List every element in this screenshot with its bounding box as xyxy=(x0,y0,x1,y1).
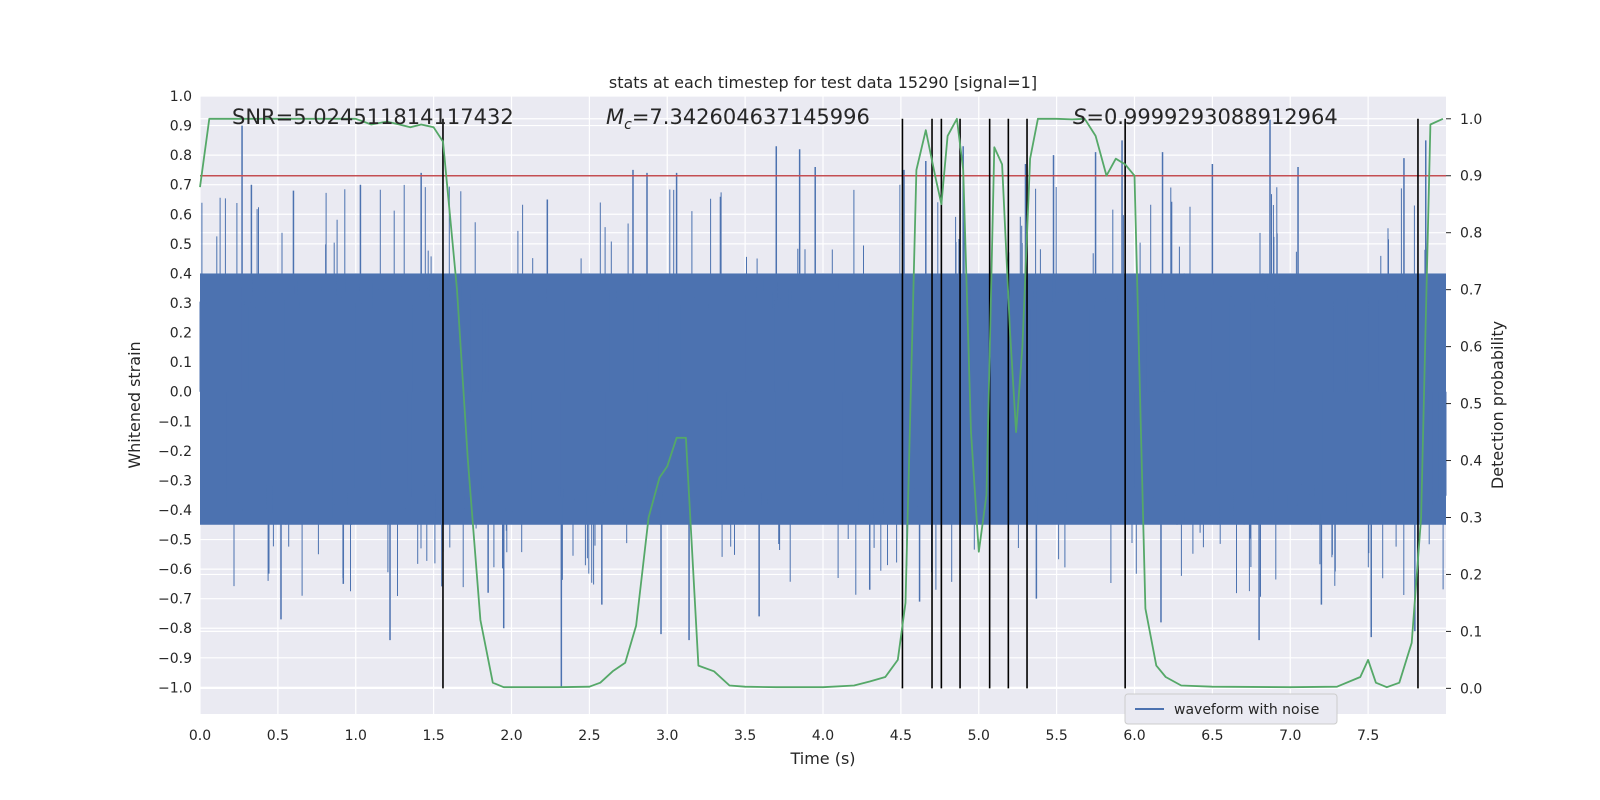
chirp-mass-annotation: Mc=7.342604637145996 xyxy=(606,105,870,133)
legend-label: waveform with noise xyxy=(1174,702,1319,718)
chirp-mass-value: =7.342604637145996 xyxy=(632,105,870,129)
y2-tick-label: 0.2 xyxy=(1460,567,1482,583)
x-tick-label: 3.5 xyxy=(734,728,756,744)
y-tick-label: −0.2 xyxy=(158,444,192,460)
y-tick-label: 0.9 xyxy=(170,119,192,135)
x-tick-label: 6.0 xyxy=(1123,728,1145,744)
y2-tick-label: 0.0 xyxy=(1460,681,1482,697)
y-tick-label: 0.1 xyxy=(170,355,192,371)
strain-noise xyxy=(199,184,1447,597)
y-tick-label: −0.9 xyxy=(158,651,192,667)
y-tick-label: −0.5 xyxy=(158,533,192,549)
x-tick-label: 2.5 xyxy=(578,728,600,744)
y2-tick-label: 0.3 xyxy=(1460,510,1482,526)
s-value: =0.9999293088912964 xyxy=(1086,105,1337,129)
y-tick-label: 0.4 xyxy=(170,266,192,282)
y2-tick-label: 0.9 xyxy=(1460,169,1482,185)
x-tick-label: 7.0 xyxy=(1279,728,1301,744)
x-tick-label: 0.0 xyxy=(189,728,211,744)
x-tick-label: 5.0 xyxy=(968,728,990,744)
chirp-mass-subscript: c xyxy=(624,117,632,133)
y-tick-label: 0.2 xyxy=(170,326,192,342)
chirp-mass-symbol: M xyxy=(606,105,624,129)
y-tick-label: 0.6 xyxy=(170,207,192,223)
x-tick-label: 1.5 xyxy=(422,728,444,744)
s-symbol: S xyxy=(1073,105,1086,129)
y2-tick-label: 1.0 xyxy=(1460,112,1482,128)
y-tick-label: 0.7 xyxy=(170,178,192,194)
chart-title: stats at each timestep for test data 152… xyxy=(609,73,1037,92)
probability-series xyxy=(199,117,1444,689)
y-tick-label: −0.3 xyxy=(158,473,192,489)
probability-line xyxy=(199,117,1444,689)
y2-tick-label: 0.5 xyxy=(1460,397,1482,413)
x-tick-labels: 0.0 0.5 1.0 1.5 2.0 2.5 3.0 3.5 4.0 4.5 5.0 5.5 6.0 6… xyxy=(189,728,1379,744)
y-tick-label: −0.8 xyxy=(158,621,192,637)
x-tick-label: 0.5 xyxy=(267,728,289,744)
y-tick-label: −0.4 xyxy=(158,503,192,519)
y-tick-label: 0.0 xyxy=(170,385,192,401)
y2-tick-labels: 0.0 0.1 0.2 0.3 0.4 0.5 0.6 0.7 0.8 0.9 1.0 xyxy=(1446,112,1482,697)
s-annotation: S=0.9999293088912964 xyxy=(1073,105,1338,129)
x-tick-label: 4.5 xyxy=(890,728,912,744)
x-tick-label: 4.0 xyxy=(812,728,834,744)
x-tick-label: 3.0 xyxy=(656,728,678,744)
y2-tick-label: 0.7 xyxy=(1460,283,1482,299)
y2-tick-label: 0.6 xyxy=(1460,340,1482,356)
y2-tick-label: 0.8 xyxy=(1460,226,1482,242)
x-tick-label: 2.0 xyxy=(500,728,522,744)
y-tick-label: 0.8 xyxy=(170,148,192,164)
y-tick-label: −0.7 xyxy=(158,592,192,608)
x-tick-label: 1.0 xyxy=(345,728,367,744)
y2-tick-label: 0.1 xyxy=(1460,624,1482,640)
snr-annotation: SNR=5.024511814117432 xyxy=(232,105,514,129)
x-axis-label: Time (s) xyxy=(789,749,855,768)
y-tick-label: 1.0 xyxy=(170,89,192,105)
y2-axis-label: Detection probability xyxy=(1488,321,1507,489)
x-tick-label: 7.5 xyxy=(1357,728,1379,744)
x-tick-label: 6.5 xyxy=(1201,728,1223,744)
x-tick-label: 5.5 xyxy=(1045,728,1067,744)
y-tick-labels: 1.0 0.9 0.8 0.7 0.6 0.5 0.4 0.3 0.2 0.1 0.0 −0.1 −0.… xyxy=(158,89,192,696)
y-tick-label: 0.3 xyxy=(170,296,192,312)
y-axis-label: Whitened strain xyxy=(125,341,144,468)
legend-box xyxy=(1124,693,1338,725)
strain-series xyxy=(199,119,1447,688)
y-tick-label: 0.5 xyxy=(170,237,192,253)
y-tick-label: −1.0 xyxy=(158,680,192,696)
y-tick-label: −0.1 xyxy=(158,414,192,430)
y2-tick-label: 0.4 xyxy=(1460,454,1482,470)
legend: waveform with noise xyxy=(1124,693,1338,725)
y-tick-label: −0.6 xyxy=(158,562,192,578)
